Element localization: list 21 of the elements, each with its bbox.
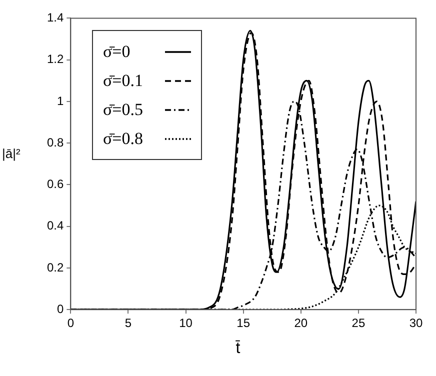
x-axis-title: t̄ [234,340,242,358]
y-tick-label: 0.2 [46,260,64,274]
y-tick-label: 0 [56,302,64,316]
x-tick-label: 10 [179,316,193,330]
y-tick-label: 1.4 [46,10,64,25]
x-tick-label: 0 [67,316,74,330]
legend-label: σ̄=0.5 [103,100,144,120]
x-tick-label: 25 [352,316,366,330]
y-axis-title: |ā|² [2,146,20,161]
x-tick-label: 20 [294,316,308,330]
x-tick-label: 5 [124,316,132,330]
y-tick-label: 0.8 [46,135,64,150]
x-tick-label: 15 [236,316,250,330]
y-tick-label: 1 [56,94,64,108]
legend-label: σ̄=0.1 [103,70,144,90]
y-tick-label: 1.2 [46,52,64,66]
y-tick-label: 0.6 [46,177,64,192]
legend-label: σ̄=0 [103,42,132,62]
legend-label: σ̄=0.8 [103,128,144,148]
x-tick-label: 30 [409,316,423,330]
y-tick-label: 0.4 [46,218,64,233]
